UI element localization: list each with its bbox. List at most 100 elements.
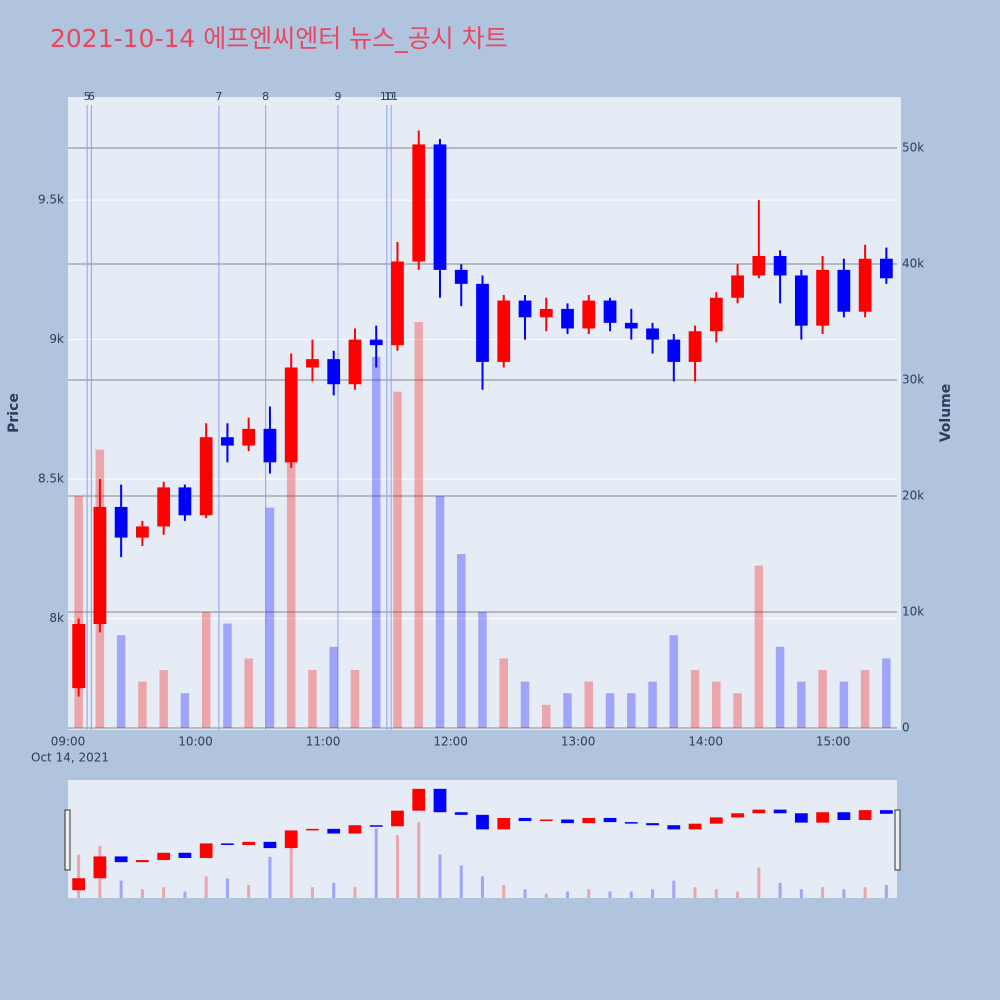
slider-volume-bar — [651, 889, 655, 898]
slider-candle — [348, 825, 362, 834]
slider-volume-bar — [736, 891, 740, 898]
slider-candle — [221, 843, 234, 845]
volume-bar — [818, 670, 827, 728]
slider-volume-bar — [502, 884, 506, 898]
slider-volume-bar — [268, 856, 272, 898]
slider-volume-bar — [821, 887, 825, 898]
slider-candle — [667, 825, 681, 830]
candle-body — [837, 269, 851, 312]
volume-bar — [138, 681, 147, 728]
slider-candle — [157, 852, 171, 861]
slider-candle — [263, 841, 277, 849]
slider-candle — [93, 856, 107, 879]
candle-body — [476, 283, 489, 362]
slider-volume-bar — [438, 854, 442, 898]
x-date-label: Oct 14, 2021 — [31, 751, 109, 765]
slider-volume-bar — [204, 876, 208, 898]
slider-volume-bar — [714, 889, 718, 898]
slider-volume-bar — [225, 878, 229, 898]
candle-body — [306, 359, 319, 368]
candle-body — [773, 255, 787, 276]
chart-title: 2021-10-14 에프엔씨엔터 뉴스_공시 차트 — [50, 24, 508, 53]
slider-candle — [858, 810, 872, 821]
candle-body — [688, 331, 702, 362]
candle-body — [624, 322, 638, 329]
slider-volume-bar — [523, 889, 527, 898]
candle-body — [433, 144, 447, 270]
slider-candle — [773, 809, 787, 814]
slider-candle — [199, 843, 213, 858]
candle-body — [518, 300, 532, 318]
slider-volume-bar — [374, 828, 378, 898]
plot-area — [68, 97, 901, 730]
candle-body — [646, 328, 659, 340]
y2-tick-label: 10k — [902, 605, 924, 619]
volume-bar — [393, 391, 402, 728]
candle-body — [667, 339, 681, 362]
volume-bar — [669, 635, 679, 728]
event-label: 8 — [262, 90, 269, 103]
volume-bar — [478, 612, 487, 728]
x-tick-label: 11:00 — [306, 735, 341, 749]
slider-volume-bar — [863, 887, 867, 898]
slider-volume-bar — [693, 887, 697, 898]
slider-volume-bar — [459, 865, 463, 898]
slider-candle — [879, 810, 893, 814]
candle-body — [178, 487, 192, 516]
slider-volume-bar — [672, 880, 676, 898]
slider-candle — [391, 810, 404, 827]
candle-body — [858, 258, 872, 312]
candle-body — [497, 300, 511, 362]
candle-body — [709, 297, 723, 332]
volume-bar — [435, 496, 445, 728]
slider-candle — [624, 822, 638, 824]
slider-volume-bar — [481, 876, 484, 898]
volume-bar — [308, 670, 317, 728]
slider-volume-bar — [842, 889, 846, 898]
volume-bar — [605, 693, 615, 728]
candle-body — [327, 359, 341, 385]
slider-candle — [476, 814, 489, 830]
slider-candle — [497, 817, 511, 830]
slider-candle — [284, 830, 298, 849]
y2-axis-title: Volume — [938, 384, 954, 443]
slider-volume-bar — [608, 891, 612, 898]
slider-volume-bar — [566, 891, 570, 898]
volume-bar — [542, 704, 551, 728]
slider-volume-bar — [162, 887, 166, 898]
candle-body — [752, 255, 766, 276]
range-handle[interactable] — [894, 809, 901, 871]
volume-bar — [627, 693, 636, 728]
slider-volume-bar — [417, 822, 421, 898]
volume-bar — [712, 681, 721, 728]
range-slider[interactable] — [68, 780, 897, 898]
candle-body — [199, 437, 213, 516]
y-tick-label: 8.5k — [38, 472, 64, 486]
volume-bar — [882, 658, 891, 728]
y-tick-label: 8k — [49, 611, 64, 625]
range-handle[interactable] — [64, 809, 71, 871]
candle-body — [561, 308, 574, 329]
slider-candle — [646, 823, 659, 826]
slider-volume-bar — [332, 882, 336, 898]
volume-bar — [733, 693, 742, 728]
candle-body — [136, 526, 149, 538]
slider-volume-bar — [77, 854, 81, 898]
volume-bar — [414, 322, 423, 728]
slider-candle — [369, 825, 383, 827]
volume-bar — [520, 681, 530, 728]
slider-volume-bar — [310, 887, 314, 898]
slider-volume-bar — [119, 880, 123, 898]
slider-volume-bar — [587, 889, 591, 898]
volume-bar — [180, 693, 190, 728]
slider-volume-bar — [884, 884, 888, 898]
slider-candle — [752, 809, 766, 814]
event-label: 5 — [84, 90, 91, 103]
candle-body — [603, 300, 617, 323]
slider-volume-bar — [544, 893, 548, 898]
event-label: 6 — [88, 90, 95, 103]
candle-body — [879, 258, 893, 279]
slider-candle — [178, 852, 192, 858]
slider-candle — [242, 841, 256, 845]
